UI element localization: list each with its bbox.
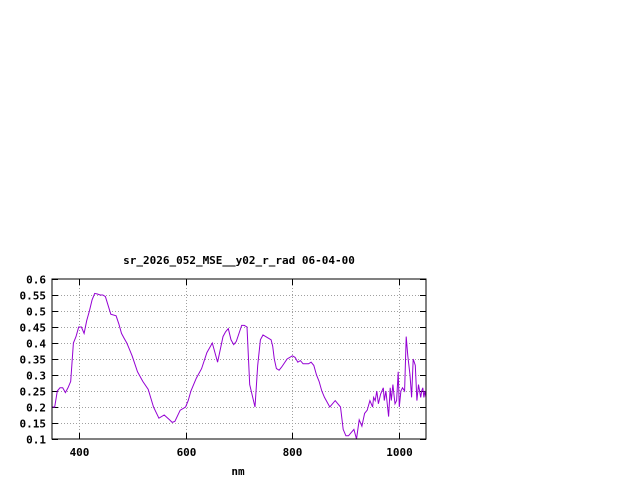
x-tick-label: 600 [177, 446, 197, 459]
x-tick-label: 1000 [386, 446, 413, 459]
chart-title: sr_2026_052_MSE__y02_r_rad 06-04-00 [123, 254, 355, 267]
series-line [52, 292, 427, 440]
y-tick-label: 0.3 [26, 370, 46, 383]
x-axis-label: nm [231, 465, 245, 478]
y-tick-label: 0.2 [26, 402, 46, 415]
y-tick-label: 0.15 [20, 418, 47, 431]
y-tick-label: 0.25 [20, 386, 47, 399]
y-tick-label: 0.1 [26, 434, 46, 447]
y-tick-label: 0.4 [26, 338, 46, 351]
x-axis: 400 600 800 1000 [70, 279, 413, 459]
x-tick-label: 400 [70, 446, 90, 459]
y-tick-label: 0.35 [20, 354, 47, 367]
y-tick-label: 0.55 [20, 290, 47, 303]
plot-frame [51, 278, 427, 440]
grid [52, 279, 426, 439]
y-tick-label: 0.6 [26, 274, 46, 287]
x-tick-label: 800 [283, 446, 303, 459]
y-axis: 0.1 0.15 0.2 0.25 0.3 0.35 0.4 0.45 0.5 0.55 0.6 [20, 274, 426, 447]
y-tick-label: 0.45 [20, 322, 47, 335]
y-tick-label: 0.5 [26, 306, 46, 319]
